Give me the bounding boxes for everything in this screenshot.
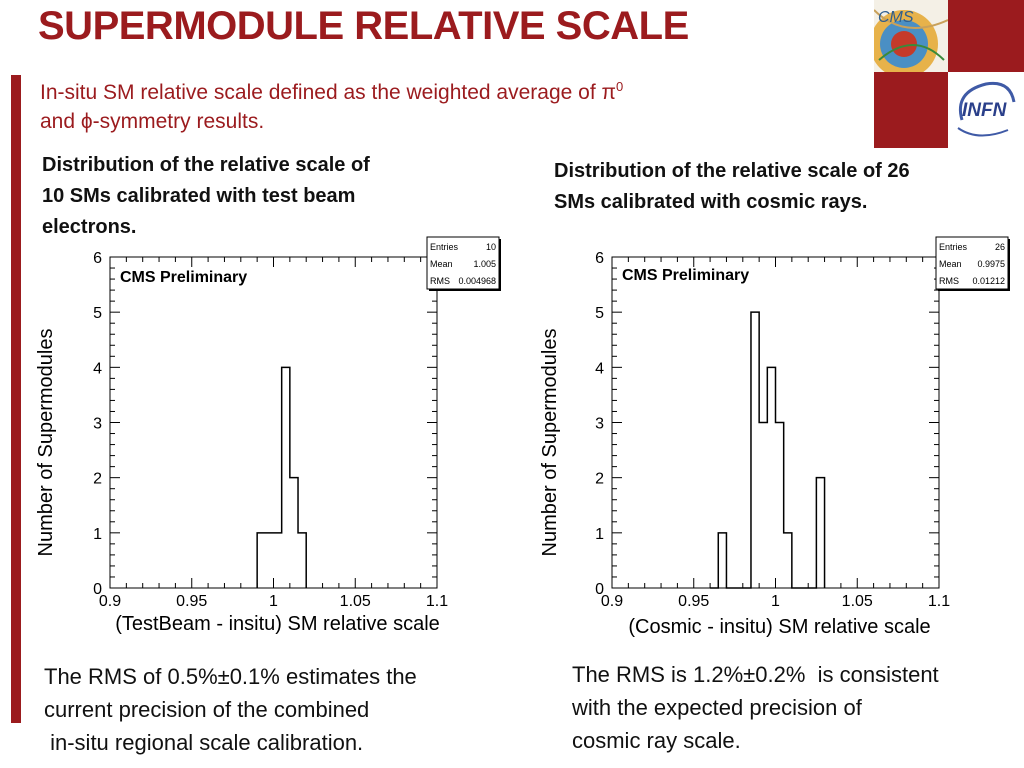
stats-label: Mean: [430, 259, 453, 269]
stats-value: 0.01212: [972, 276, 1005, 286]
x-tick-label: 1: [771, 593, 780, 610]
stats-label: Mean: [939, 259, 962, 269]
x-tick-label: 0.9: [99, 593, 121, 610]
histogram-bin: [290, 478, 298, 588]
left-conclusion-line: in-situ regional scale calibration.: [44, 730, 364, 755]
histogram-bin: [767, 367, 775, 588]
stats-value: 10: [486, 242, 496, 252]
x-axis-label: (Cosmic - insitu) SM relative scale: [628, 616, 930, 638]
cms-preliminary-label: CMS Preliminary: [120, 269, 247, 286]
y-tick-label: 0: [595, 581, 604, 598]
x-tick-label: 0.95: [176, 593, 207, 610]
slide-subtitle: In-situ SM relative scale defined as the…: [40, 72, 860, 136]
histogram-bin: [298, 533, 306, 588]
histogram-bin: [776, 423, 784, 589]
x-tick-label: 1.05: [842, 593, 873, 610]
y-tick-label: 4: [595, 360, 604, 377]
right-heading: Distribution of the relative scale of 26…: [554, 156, 910, 218]
infn-red-panel: [874, 72, 948, 148]
slide-title: SUPERMODULE RELATIVE SCALE: [38, 4, 689, 48]
y-axis-label: Number of Supermodules: [539, 329, 561, 557]
y-tick-label: 3: [93, 416, 102, 433]
y-tick-label: 3: [595, 416, 604, 433]
histogram-1: 0 1 2 3 4 5 6 0.9 0.95 1 1.05 1.1 (Cosmic - insitu) …: [539, 236, 1010, 638]
y-tick-label: 2: [93, 471, 102, 488]
pi-superscript: 0: [615, 79, 624, 94]
stats-label: RMS: [430, 276, 450, 286]
histogram-bin: [816, 478, 824, 588]
x-tick-label: 0.9: [601, 593, 623, 610]
left-heading-line: Distribution of the relative scale of: [42, 154, 370, 176]
stats-value: 1.005: [473, 259, 496, 269]
left-heading-line: electrons.: [42, 216, 137, 238]
histogram-bin: [718, 533, 726, 588]
stats-value: 0.004968: [458, 276, 496, 286]
y-axis-label: Number of Supermodules: [35, 329, 57, 557]
subtitle-text-2b: -symmetry results.: [92, 110, 265, 133]
stats-value: 0.9975: [977, 259, 1005, 269]
stats-box: [426, 236, 500, 290]
left-conclusion-line: The RMS of 0.5%±0.1% estimates the: [44, 664, 417, 689]
x-tick-label: 1.1: [426, 593, 448, 610]
cms-preliminary-label: CMS Preliminary: [622, 267, 749, 284]
y-tick-label: 5: [595, 305, 604, 322]
subtitle-text-2a: and: [40, 110, 81, 133]
histogram-bin: [274, 533, 282, 588]
cms-logo-text: CMS: [878, 9, 914, 26]
right-conclusion-line: cosmic ray scale.: [572, 728, 741, 753]
stats-label: Entries: [430, 242, 459, 252]
y-tick-label: 1: [93, 526, 102, 543]
infn-logo-text: INFN: [962, 100, 1008, 121]
histogram-bin: [784, 533, 792, 588]
histogram-bin: [751, 312, 759, 588]
phi-symbol: ϕ: [80, 110, 93, 133]
histogram-outline: [710, 311, 826, 589]
left-heading: Distribution of the relative scale of 10…: [42, 150, 370, 243]
stats-box: [935, 236, 1009, 290]
x-tick-label: 1.1: [928, 593, 950, 610]
cms-red-panel: [948, 0, 1024, 72]
histogram-bin: [257, 533, 265, 588]
histogram-outline: [256, 366, 307, 588]
left-conclusion: The RMS of 0.5%±0.1% estimates the curre…: [44, 660, 417, 759]
histogram-bin: [759, 423, 767, 589]
right-conclusion-line: with the expected precision of: [572, 695, 862, 720]
histogram-0: 0 1 2 3 4 5 6 0.9 0.95 1 1.05 1.1 (TestBeam - insitu…: [35, 236, 501, 635]
x-tick-label: 1: [269, 593, 278, 610]
stats-label: RMS: [939, 276, 959, 286]
histogram-bin: [265, 533, 273, 588]
right-conclusion: The RMS is 1.2%±0.2% is consistent with …: [572, 658, 939, 757]
y-tick-label: 0: [93, 581, 102, 598]
left-heading-line: 10 SMs calibrated with test beam: [42, 185, 356, 207]
cms-logo: CMS: [870, 0, 949, 78]
y-tick-label: 5: [93, 305, 102, 322]
y-tick-label: 4: [93, 360, 102, 377]
right-conclusion-line: The RMS is 1.2%±0.2% is consistent: [572, 662, 939, 687]
right-heading-line: Distribution of the relative scale of 26: [554, 160, 910, 182]
subtitle-text: In-situ SM relative scale defined as the…: [40, 81, 602, 104]
infn-logo: INFN: [948, 72, 1024, 148]
x-tick-label: 1.05: [340, 593, 371, 610]
y-tick-label: 6: [595, 250, 604, 267]
stats-value: 26: [995, 242, 1005, 252]
accent-bar: [11, 75, 21, 723]
pi-symbol: π: [601, 81, 616, 104]
left-conclusion-line: current precision of the combined: [44, 697, 370, 722]
y-tick-label: 2: [595, 471, 604, 488]
y-tick-label: 6: [93, 250, 102, 267]
histogram-bin: [282, 367, 290, 588]
right-heading-line: SMs calibrated with cosmic rays.: [554, 191, 868, 213]
x-tick-label: 0.95: [678, 593, 709, 610]
x-axis-label: (TestBeam - insitu) SM relative scale: [115, 613, 440, 635]
y-tick-label: 1: [595, 526, 604, 543]
infn-logo-graphic: INFN: [957, 81, 1016, 137]
stats-label: Entries: [939, 242, 968, 252]
cms-logo-graphic: CMS: [870, 0, 949, 78]
